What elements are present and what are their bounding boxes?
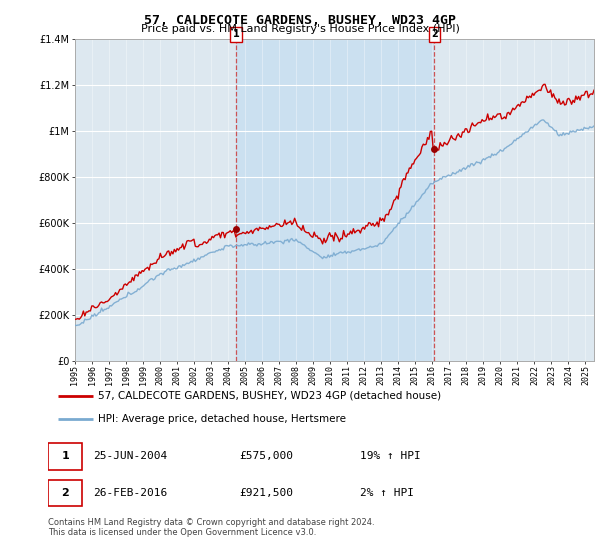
Text: 57, CALDECOTE GARDENS, BUSHEY, WD23 4GP (detached house): 57, CALDECOTE GARDENS, BUSHEY, WD23 4GP … <box>98 391 442 401</box>
FancyBboxPatch shape <box>48 479 82 506</box>
Text: HPI: Average price, detached house, Hertsmere: HPI: Average price, detached house, Hert… <box>98 414 346 424</box>
Text: £921,500: £921,500 <box>239 488 293 498</box>
Text: 57, CALDECOTE GARDENS, BUSHEY, WD23 4GP: 57, CALDECOTE GARDENS, BUSHEY, WD23 4GP <box>144 14 456 27</box>
FancyBboxPatch shape <box>48 443 82 470</box>
Text: Price paid vs. HM Land Registry's House Price Index (HPI): Price paid vs. HM Land Registry's House … <box>140 24 460 34</box>
Text: 1: 1 <box>61 451 69 461</box>
Text: Contains HM Land Registry data © Crown copyright and database right 2024.
This d: Contains HM Land Registry data © Crown c… <box>48 518 374 538</box>
Text: 19% ↑ HPI: 19% ↑ HPI <box>361 451 421 461</box>
Bar <box>236 39 434 361</box>
Text: 1: 1 <box>233 29 239 39</box>
Text: 2: 2 <box>61 488 69 498</box>
Text: 25-JUN-2004: 25-JUN-2004 <box>94 451 167 461</box>
Text: 2% ↑ HPI: 2% ↑ HPI <box>361 488 415 498</box>
Text: £575,000: £575,000 <box>239 451 293 461</box>
Text: 26-FEB-2016: 26-FEB-2016 <box>94 488 167 498</box>
Text: 2: 2 <box>431 29 438 39</box>
